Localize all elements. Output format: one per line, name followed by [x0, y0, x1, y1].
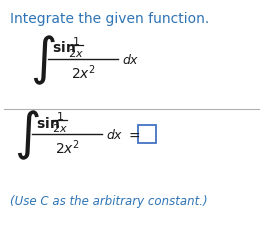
Text: $2x$: $2x$	[68, 47, 84, 59]
Text: $\int$: $\int$	[30, 33, 56, 86]
Text: $=$: $=$	[126, 128, 141, 141]
Text: $\int$: $\int$	[14, 108, 40, 161]
Text: Integrate the given function.: Integrate the given function.	[10, 12, 209, 26]
Text: $\mathbf{sin}$: $\mathbf{sin}$	[52, 40, 76, 55]
Text: $dx$: $dx$	[122, 53, 139, 67]
Text: $\mathbf{sin}$: $\mathbf{sin}$	[36, 115, 60, 130]
Text: (Use C as the arbitrary constant.): (Use C as the arbitrary constant.)	[10, 194, 208, 207]
Text: $2x^2$: $2x^2$	[70, 64, 95, 82]
Text: $2x^2$: $2x^2$	[54, 138, 79, 157]
FancyBboxPatch shape	[138, 125, 156, 143]
Text: $1$: $1$	[56, 109, 64, 122]
Text: $dx$: $dx$	[106, 128, 123, 141]
Text: $2x$: $2x$	[52, 122, 68, 134]
Text: $1$: $1$	[72, 35, 80, 47]
